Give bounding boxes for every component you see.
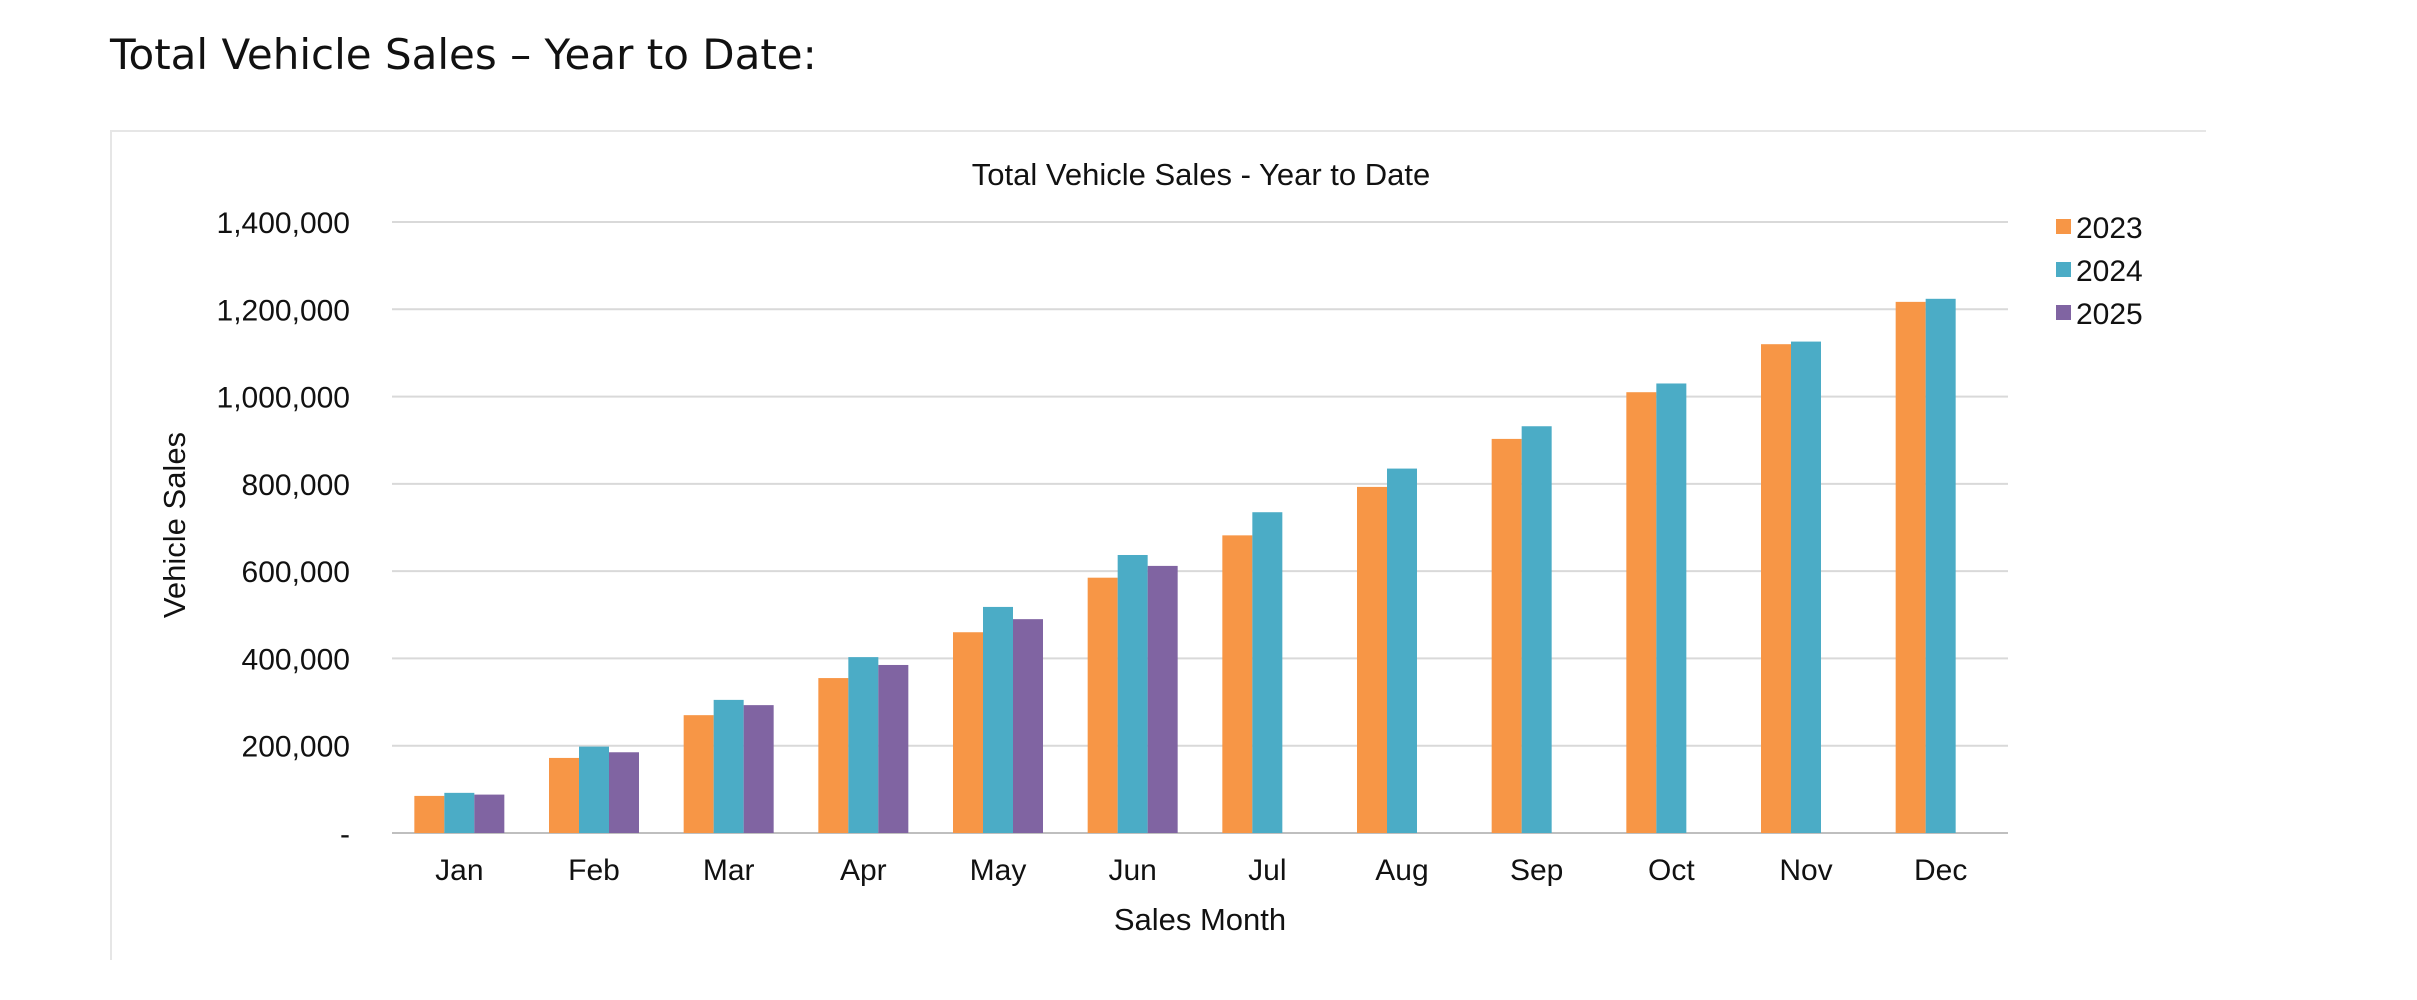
y-tick-label: 400,000	[242, 643, 350, 676]
bar-2025-mar	[743, 705, 774, 833]
y-tick-label: 200,000	[242, 731, 350, 764]
bar-2025-jan	[474, 794, 505, 833]
x-tick-label: Jul	[1248, 854, 1286, 887]
x-tick-label: Aug	[1375, 854, 1428, 887]
x-axis-ticks: Jan Feb Mar Apr May Jun Jul Aug Sep Oct Nov Dec	[435, 854, 1967, 887]
x-tick-label: Jun	[1108, 854, 1156, 887]
bar-2025-jun	[1147, 565, 1178, 833]
bar-2023-jun	[1087, 577, 1118, 833]
bar-2025-apr	[878, 664, 909, 833]
x-tick-label: May	[970, 854, 1027, 887]
bar-2024-apr	[848, 657, 879, 833]
y-tick-label: 600,000	[242, 556, 350, 589]
y-tick-label: 800,000	[242, 469, 350, 502]
x-tick-label: Mar	[703, 854, 755, 887]
bar-2023-nov	[1761, 344, 1791, 833]
y-tick-label: 1,400,000	[217, 207, 350, 240]
y-axis-ticks: - 200,000 400,000 600,000 800,000 1,000,000 1,…	[217, 207, 350, 851]
y-tick-label: 1,000,000	[217, 382, 350, 415]
bar-2025-feb	[609, 752, 639, 833]
x-tick-label: Dec	[1914, 854, 1967, 887]
bar-2024-jun	[1117, 554, 1148, 833]
x-tick-label: Apr	[840, 854, 887, 887]
bar-2023-mar	[683, 715, 714, 833]
y-tick-label: 1,200,000	[217, 294, 350, 327]
y-axis-label: Vehicle Sales	[157, 432, 192, 618]
bar-2024-jul	[1252, 512, 1283, 833]
chart-frame	[110, 130, 2206, 960]
legend-label-2023: 2023	[2076, 212, 2143, 245]
x-axis-label: Sales Month	[1114, 902, 1286, 937]
legend: 2023 2024 2025	[2056, 212, 2143, 331]
bar-2024-jan	[444, 792, 475, 833]
bars	[414, 298, 1956, 834]
bar-2024-may	[983, 606, 1013, 833]
x-tick-label: Feb	[568, 854, 620, 887]
bar-2025-may	[1013, 619, 1043, 833]
x-tick-label: Jan	[435, 854, 483, 887]
bar-2023-aug	[1357, 486, 1387, 833]
bar-2024-oct	[1656, 383, 1687, 833]
bar-2024-mar	[713, 699, 744, 833]
bar-2024-dec	[1925, 298, 1956, 834]
y-tick-label: -	[340, 818, 350, 851]
bar-2023-feb	[549, 757, 579, 833]
bar-2024-sep	[1521, 426, 1552, 833]
bar-2023-dec	[1895, 301, 1926, 833]
legend-swatch-2024	[2056, 262, 2071, 277]
x-tick-label: Nov	[1779, 854, 1832, 887]
legend-swatch-2023	[2056, 219, 2071, 234]
x-tick-label: Oct	[1648, 854, 1695, 887]
bar-2023-jul	[1222, 535, 1253, 833]
bar-2023-jan	[414, 795, 445, 833]
bar-2024-aug	[1387, 468, 1417, 833]
legend-label-2025: 2025	[2076, 298, 2143, 331]
legend-label-2024: 2024	[2076, 255, 2143, 288]
bar-2023-sep	[1491, 438, 1522, 833]
chart-title: Total Vehicle Sales - Year to Date	[972, 157, 1430, 192]
legend-swatch-2025	[2056, 305, 2071, 320]
bar-2024-nov	[1791, 341, 1821, 833]
bar-2023-apr	[818, 678, 849, 833]
gridlines	[392, 221, 2008, 834]
page-heading: Total Vehicle Sales – Year to Date:	[110, 30, 817, 79]
bar-2023-may	[953, 632, 983, 833]
x-tick-label: Sep	[1510, 854, 1563, 887]
bar-2023-oct	[1626, 392, 1657, 833]
bar-2024-feb	[579, 746, 609, 833]
